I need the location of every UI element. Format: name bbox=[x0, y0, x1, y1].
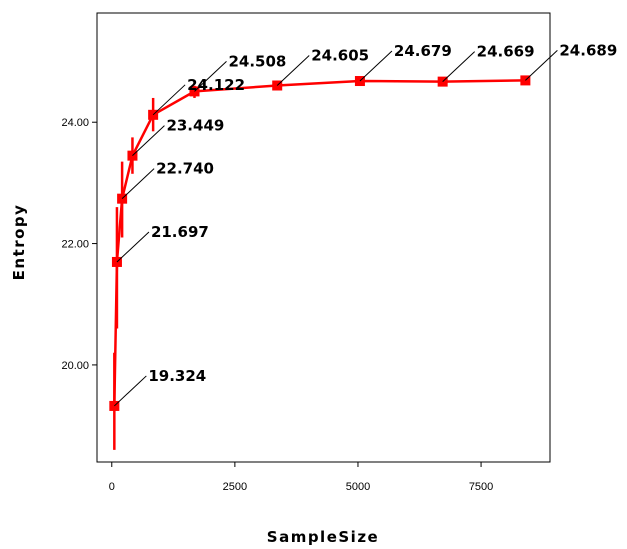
data-label: 24.679 bbox=[394, 42, 452, 60]
label-leader-line bbox=[276, 55, 310, 86]
data-label: 22.740 bbox=[156, 160, 214, 178]
data-labels: 19.324 21.697 22.740 23.449 24.122 24.508 24.6… bbox=[113, 41, 617, 407]
data-label: 24.508 bbox=[228, 52, 286, 70]
x-tick-label: 5000 bbox=[346, 481, 370, 493]
x-tick-label: 2500 bbox=[223, 481, 247, 493]
label-leader-line bbox=[152, 84, 186, 116]
y-tick-label: 20.00 bbox=[61, 360, 89, 372]
label-leader-line bbox=[359, 50, 393, 82]
data-label: 23.449 bbox=[166, 117, 224, 135]
plot-frame bbox=[96, 12, 551, 463]
label-leader-line bbox=[113, 375, 147, 407]
label-leader-line bbox=[116, 231, 150, 263]
data-label: 19.324 bbox=[148, 367, 206, 385]
data-label: 24.122 bbox=[187, 76, 245, 94]
label-leader-line bbox=[442, 51, 476, 82]
x-tick-label: 0 bbox=[109, 481, 115, 493]
label-leader-line bbox=[132, 125, 165, 157]
x-tick-label: 7500 bbox=[469, 481, 493, 493]
label-leader-line bbox=[525, 50, 558, 81]
x-axis-title: SampleSize bbox=[267, 528, 379, 546]
data-label: 24.605 bbox=[311, 47, 369, 65]
y-tick-label: 22.00 bbox=[61, 239, 89, 251]
data-label: 24.689 bbox=[559, 41, 617, 59]
data-label: 24.669 bbox=[477, 43, 535, 61]
label-leader-line bbox=[121, 168, 155, 200]
y-tick-label: 24.00 bbox=[61, 117, 89, 129]
y-axis-title: Entropy bbox=[10, 204, 28, 281]
data-label: 21.697 bbox=[151, 223, 209, 241]
axis-ticks: 0 2500 5000 7500 20.00 22.00 24.00 bbox=[61, 117, 493, 493]
series-line bbox=[113, 79, 526, 406]
label-leader-line bbox=[194, 61, 227, 92]
